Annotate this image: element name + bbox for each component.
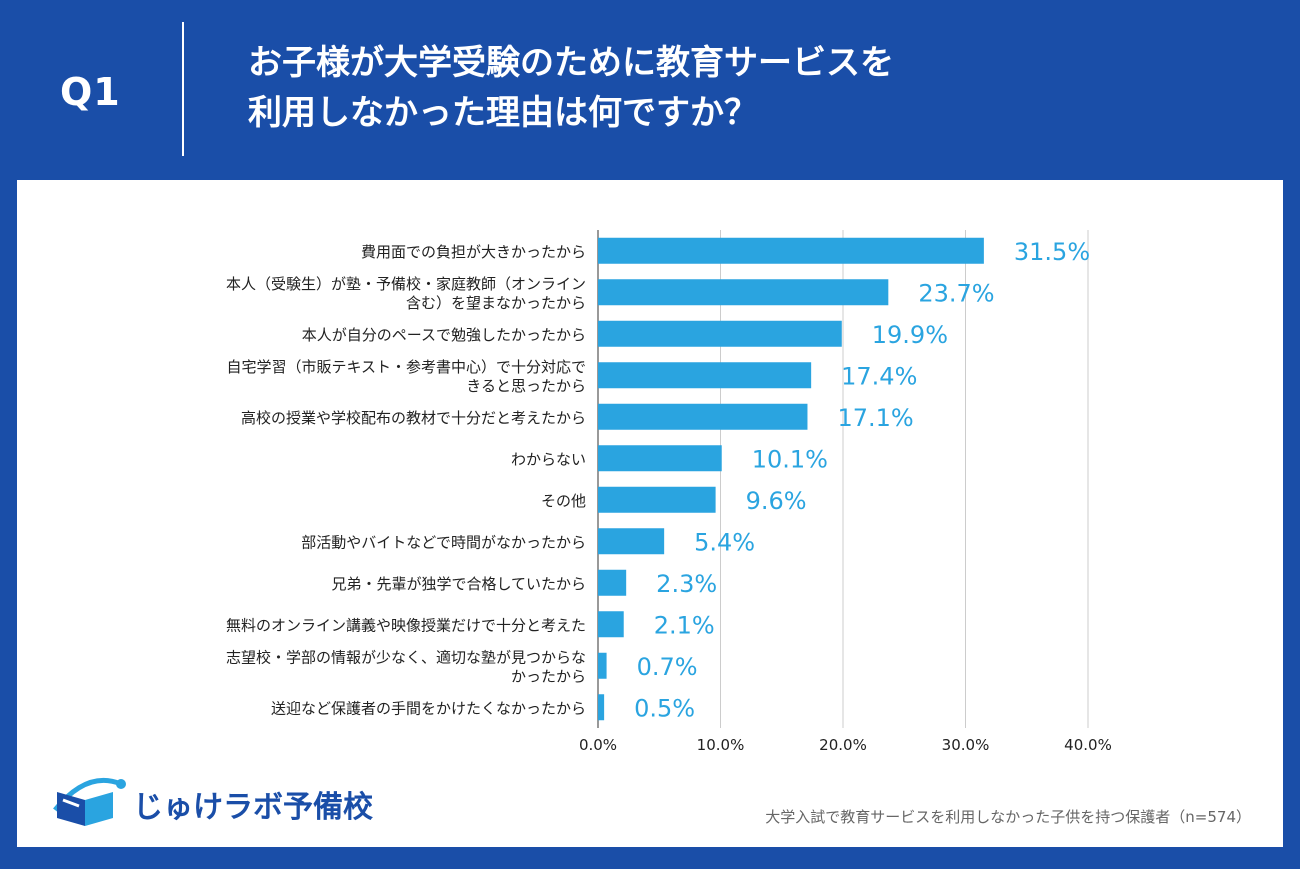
data-label: 17.1% <box>837 404 913 432</box>
category-label: 無料のオンライン講義や映像授業だけで十分と考えた <box>226 616 586 634</box>
category-label: 本人が自分のペースで勉強したかったから <box>302 326 586 344</box>
data-label: 19.9% <box>872 321 948 349</box>
brand-name: じゅけラボ予備校 <box>133 790 373 825</box>
header-banner: Q1 お子様が大学受験のために教育サービスを 利用しなかった理由は何ですか？ <box>0 0 1300 180</box>
bar <box>598 694 605 721</box>
data-label: 10.1% <box>752 445 828 473</box>
sample-footnote: 大学入試で教育サービスを利用しなかった子供を持つ保護者（n=574） <box>765 808 1251 826</box>
data-label: 0.7% <box>637 653 698 681</box>
category-label: その他 <box>541 492 586 510</box>
x-tick-label: 0.0% <box>579 736 617 754</box>
data-label: 2.1% <box>654 611 715 639</box>
bar <box>598 445 722 472</box>
question-title-line-2: 利用しなかった理由は何ですか？ <box>248 93 758 133</box>
category-label-line: 本人が自分のペースで勉強したかったから <box>302 326 586 344</box>
question-title-line-1: お子様が大学受験のために教育サービスを <box>248 43 894 83</box>
bar <box>598 652 607 679</box>
category-label-line: 自宅学習（市販テキスト・参考書中心）で十分対応で <box>226 358 586 376</box>
category-label-line: 無料のオンライン講義や映像授業だけで十分と考えた <box>226 616 586 634</box>
category-label: 本人（受験生）が塾・予備校・家庭教師（オンライン含む）を望まなかったから <box>226 275 586 312</box>
category-label: 自宅学習（市販テキスト・参考書中心）で十分対応できると思ったから <box>226 358 586 395</box>
category-label-line: 送迎など保護者の手間をかけたくなかったから <box>271 699 586 717</box>
data-label: 5.4% <box>694 528 755 556</box>
data-label: 2.3% <box>656 570 717 598</box>
category-label-line: その他 <box>541 492 586 510</box>
category-label-line: 高校の授業や学校配布の教材で十分だと考えたから <box>241 409 586 427</box>
category-label: 志望校・学部の情報が少なく、適切な塾が見つからなかったから <box>226 648 586 685</box>
category-label: 費用面での負担が大きかったから <box>361 243 586 261</box>
bar <box>598 237 984 264</box>
category-label-line: きると思ったから <box>466 377 586 395</box>
bar <box>598 486 716 513</box>
category-label-line: 志望校・学部の情報が少なく、適切な塾が見つからな <box>226 648 586 666</box>
x-tick-label: 40.0% <box>1064 736 1112 754</box>
data-label: 23.7% <box>918 279 994 307</box>
category-label: わからない <box>511 450 586 468</box>
bar <box>598 320 842 347</box>
bar <box>598 362 812 389</box>
data-label: 31.5% <box>1014 238 1090 266</box>
bar <box>598 569 627 596</box>
chart-panel: 0.0% 10.0% 20.0% 30.0% 40.0% 31.5% 費用面での負担が大きか… <box>17 180 1283 847</box>
bar <box>598 403 808 430</box>
category-label: 兄弟・先輩が独学で合格していたから <box>331 575 586 593</box>
category-label: 部活動やバイトなどで時間がなかったから <box>301 533 586 551</box>
category-label: 高校の授業や学校配布の教材で十分だと考えたから <box>241 409 586 427</box>
data-label: 0.5% <box>634 694 695 722</box>
book-logo-icon <box>53 777 126 826</box>
x-tick-label: 10.0% <box>697 736 745 754</box>
category-label-line: かったから <box>511 667 586 685</box>
category-label: 送迎など保護者の手間をかけたくなかったから <box>271 699 586 717</box>
category-label-line: 兄弟・先輩が独学で合格していたから <box>331 575 586 593</box>
question-number: Q1 <box>60 70 121 114</box>
brand-logo: じゅけラボ予備校 <box>47 770 387 830</box>
category-label-line: わからない <box>511 450 586 468</box>
category-label-line: 本人（受験生）が塾・予備校・家庭教師（オンライン <box>226 275 586 293</box>
bar <box>598 611 624 638</box>
category-label-line: 含む）を望まなかったから <box>406 294 586 312</box>
x-tick-label: 20.0% <box>819 736 867 754</box>
header-divider <box>182 22 184 156</box>
bar <box>598 528 665 555</box>
category-label-line: 部活動やバイトなどで時間がなかったから <box>301 533 586 551</box>
bar-chart: 0.0% 10.0% 20.0% 30.0% 40.0% 31.5% 費用面での負担が大きか… <box>226 230 1112 754</box>
data-label: 9.6% <box>746 487 807 515</box>
data-label: 17.4% <box>841 362 917 390</box>
category-label-line: 費用面での負担が大きかったから <box>361 243 586 261</box>
bar <box>598 279 889 306</box>
x-tick-label: 30.0% <box>942 736 990 754</box>
question-title: お子様が大学受験のために教育サービスを 利用しなかった理由は何ですか？ <box>248 38 1248 138</box>
